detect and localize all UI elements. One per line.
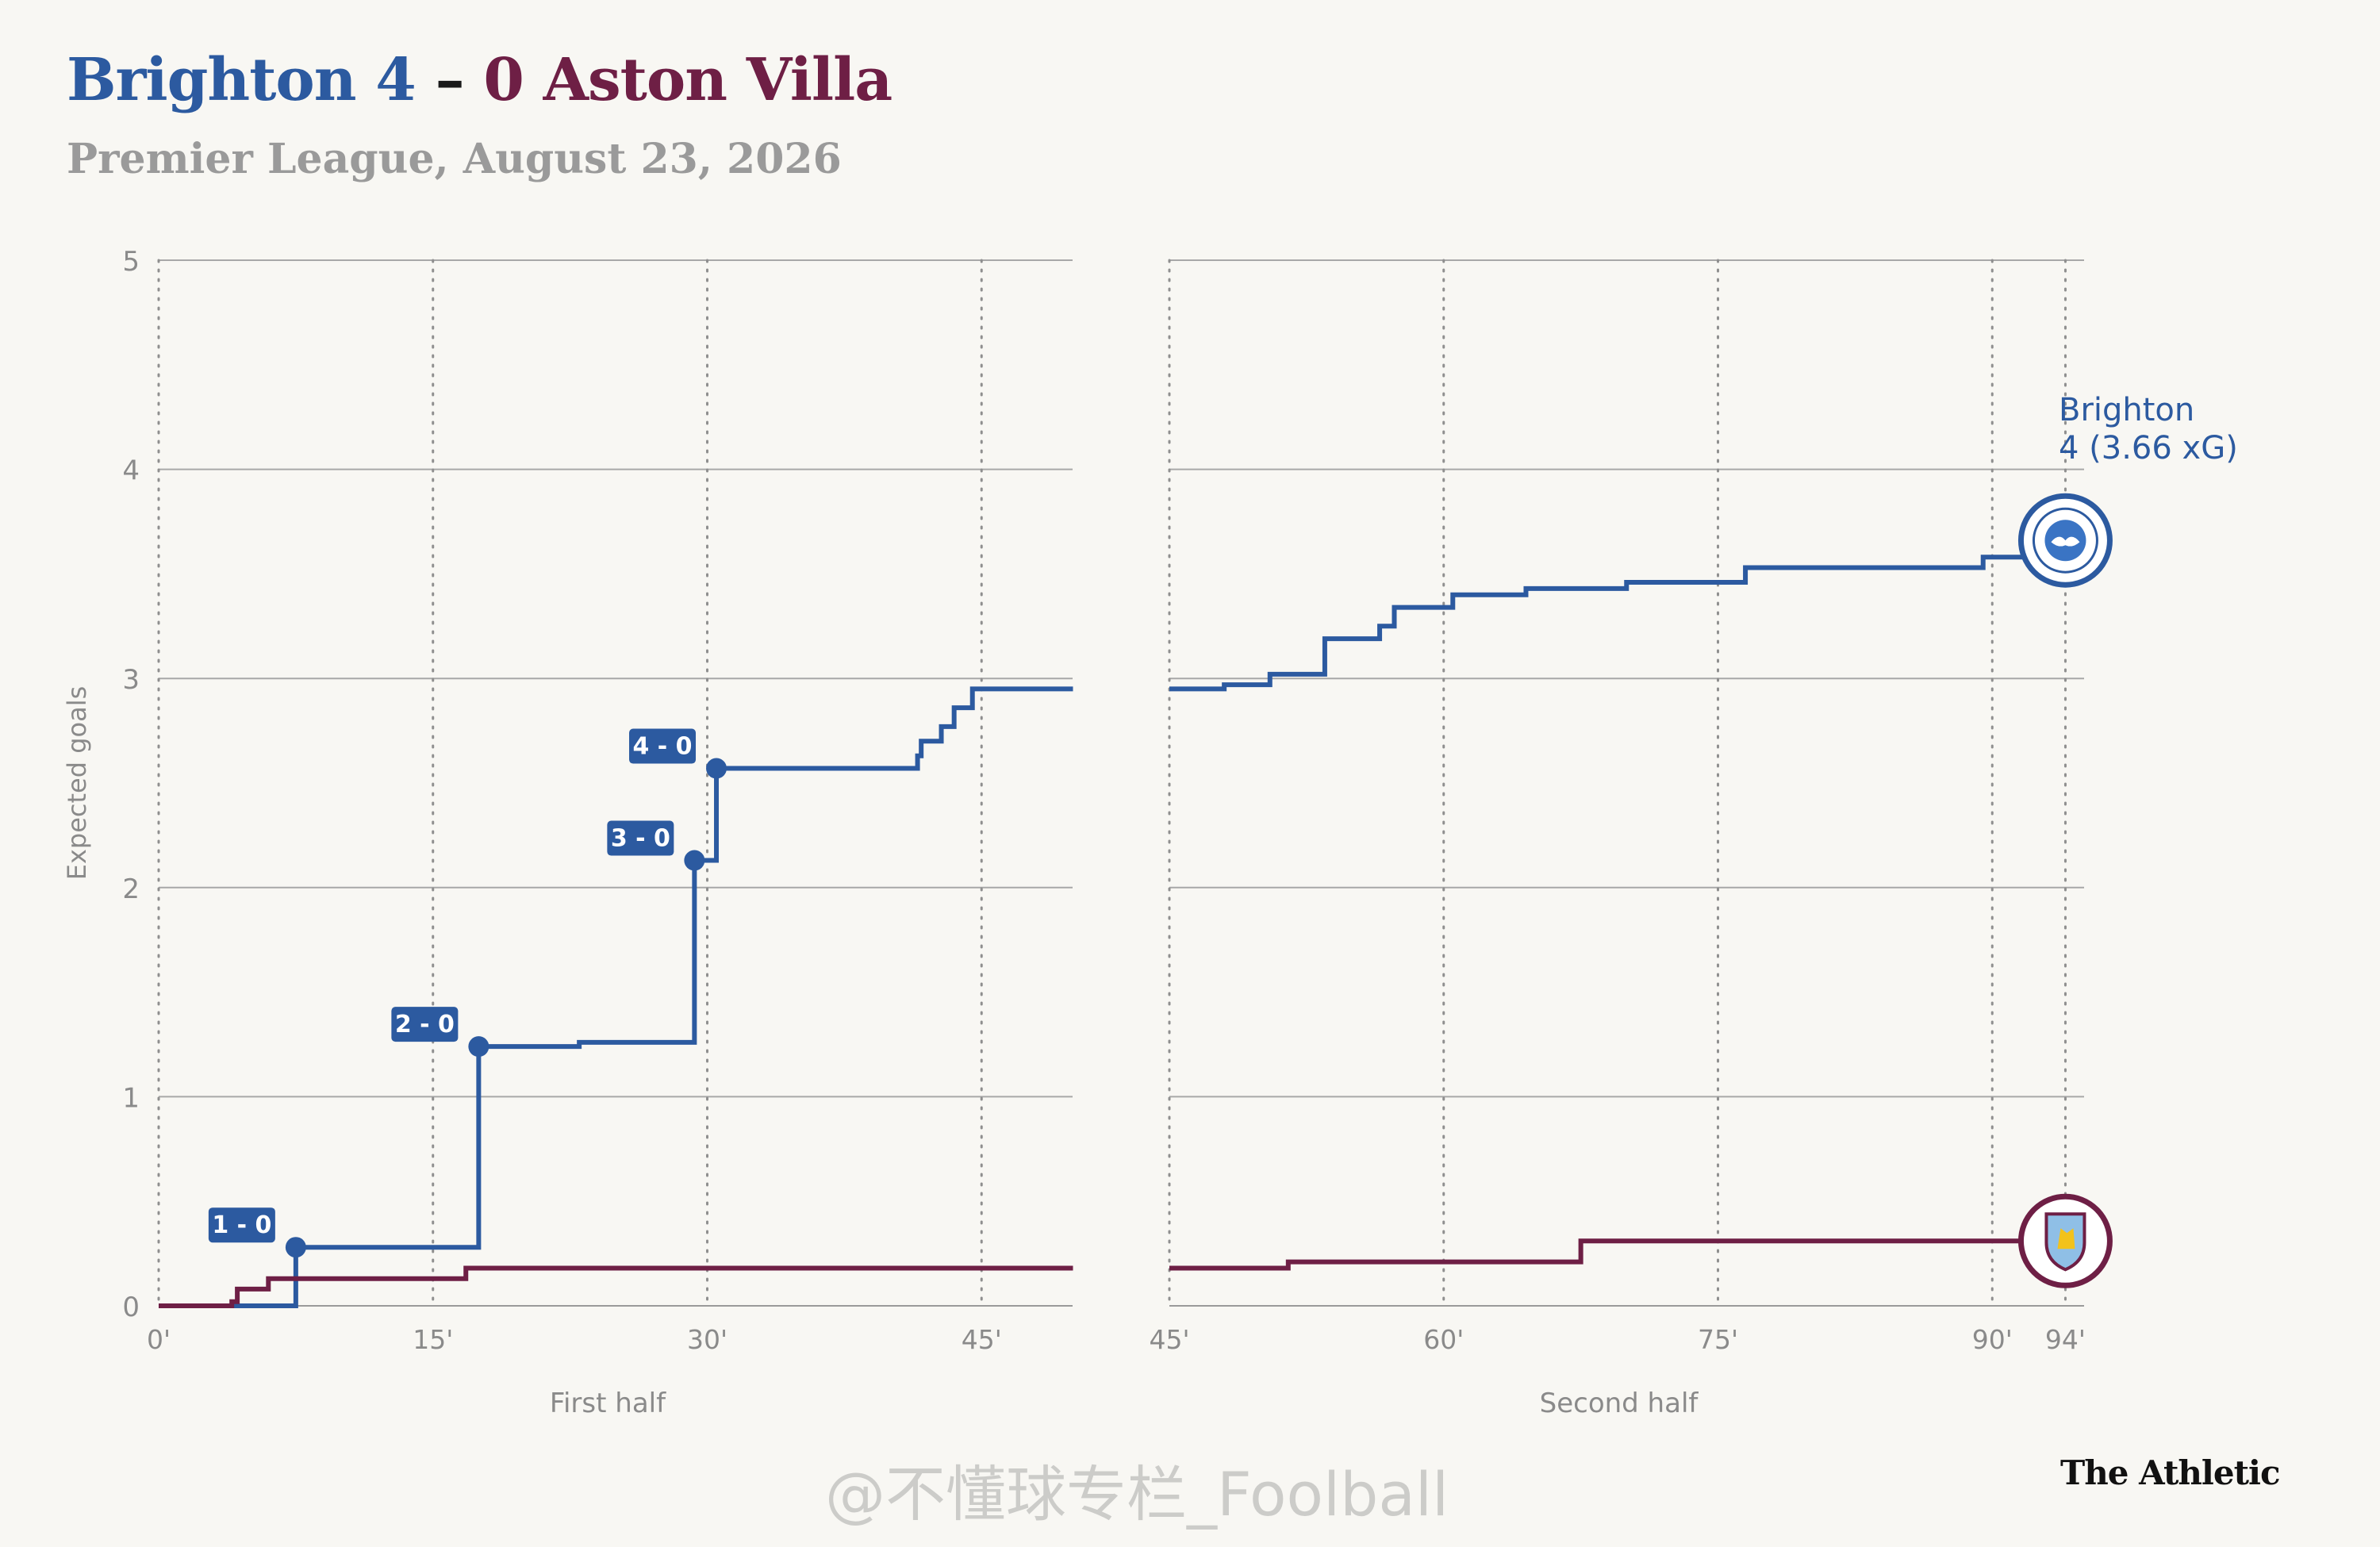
- y-tick-label-4: 4: [122, 455, 140, 487]
- watermark-text: @不懂球专栏_Foolball: [825, 1459, 1449, 1530]
- y-tick-label-2: 2: [122, 873, 140, 905]
- x-tick-label-90-panel-2: 90': [1972, 1324, 2013, 1355]
- score-separator: –: [435, 46, 465, 114]
- x-tick-label-30-panel-1: 30': [687, 1324, 727, 1355]
- home-goal-label-box-2: [391, 1007, 459, 1042]
- home-goal-marker-3: [684, 850, 705, 871]
- x-axis-label-panel-2: Second half: [1540, 1388, 1699, 1419]
- brand-logo-text: The Athletic: [2060, 1453, 2281, 1492]
- x-tick-label-45-panel-2: 45': [1149, 1324, 1189, 1355]
- away-xg-line-panel-1: [159, 1265, 1073, 1308]
- home-end-label-line-1: Brighton: [2059, 392, 2194, 428]
- x-tick-label-15-panel-1: 15': [413, 1324, 453, 1355]
- y-tick-label-0: 0: [122, 1292, 140, 1323]
- away-score: 0: [483, 46, 524, 114]
- home-goal-marker-1: [285, 1237, 306, 1258]
- seagull-icon: [2051, 536, 2080, 547]
- chart-title: Brighton 4 – 0 Aston Villa: [67, 46, 892, 114]
- x-tick-label-60-panel-2: 60': [1423, 1324, 1464, 1355]
- x-tick-label-94-panel-2: 94': [2045, 1324, 2086, 1355]
- home-goal-label-box-4: [629, 728, 697, 764]
- y-axis-label: Expected goals: [62, 686, 92, 881]
- home-score: 4: [375, 46, 416, 114]
- y-tick-label-1: 1: [122, 1082, 140, 1114]
- home-xg-line-panel-1: [159, 686, 1073, 1308]
- home-team-name: Brighton: [67, 46, 357, 114]
- x-tick-label-0-panel-1: 0': [147, 1324, 171, 1355]
- away-team-name: Aston Villa: [543, 46, 893, 114]
- away-xg-line-panel-2: [1169, 1238, 2066, 1271]
- home-goal-label-box-3: [607, 820, 674, 856]
- home-goal-marker-2: [468, 1036, 489, 1058]
- x-tick-label-75-panel-2: 75': [1698, 1324, 1738, 1355]
- x-axis-label-panel-1: First half: [550, 1388, 666, 1419]
- home-goal-score-label-3: 3 - 0: [611, 825, 670, 853]
- y-tick-label-3: 3: [122, 664, 140, 696]
- home-end-label-line-2: 4 (3.66 xG): [2059, 430, 2238, 466]
- home-goal-label-box-1: [208, 1207, 275, 1243]
- home-goal-score-label-4: 4 - 0: [632, 733, 692, 761]
- chart-subtitle: Premier League, August 23, 2026: [67, 135, 842, 183]
- home-goal-score-label-1: 1 - 0: [212, 1211, 271, 1239]
- lion-icon: [2057, 1228, 2075, 1250]
- y-tick-label-5: 5: [122, 246, 140, 278]
- home-xg-line-panel-2: [1169, 538, 2066, 692]
- home-goal-marker-4: [706, 758, 727, 779]
- x-tick-label-45-panel-1: 45': [962, 1324, 1002, 1355]
- home-goal-score-label-2: 2 - 0: [395, 1011, 455, 1038]
